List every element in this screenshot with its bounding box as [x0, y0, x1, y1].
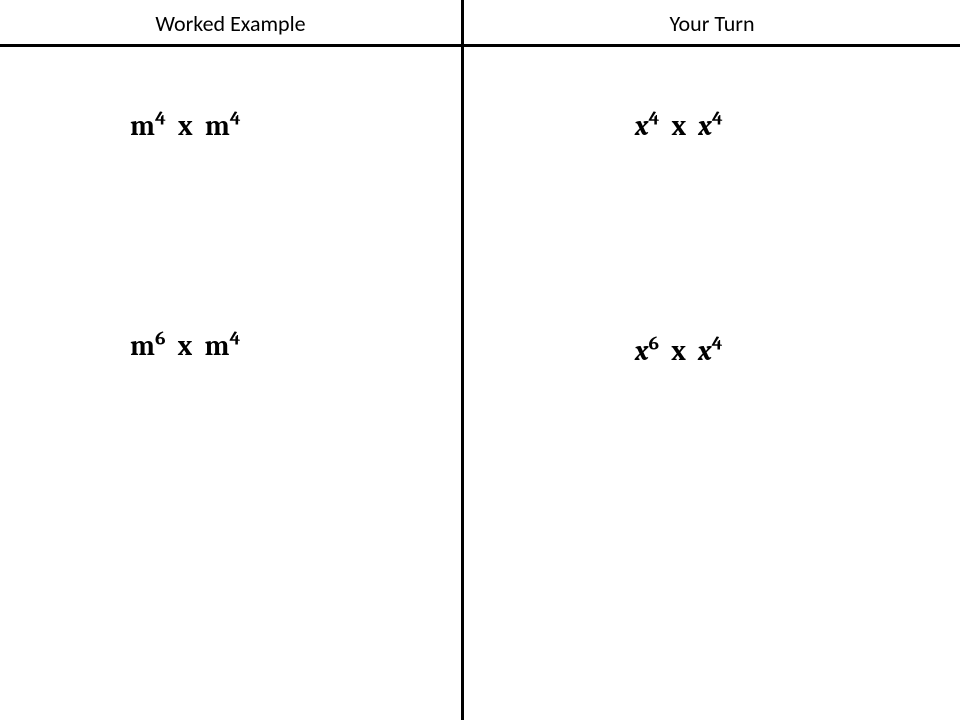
l1-base2: m [205, 110, 230, 142]
expression-right-1: x4 x x4 [635, 110, 960, 142]
r2-base1: x [635, 335, 649, 367]
expression-left-1: m4 x m4 [130, 110, 550, 142]
r2-exp1: 6 [649, 332, 660, 355]
r1-exp2: 4 [712, 107, 723, 130]
header-worked-example: Worked Example [0, 10, 461, 37]
r1-operator: x [666, 110, 693, 142]
l1-exp2: 4 [230, 107, 241, 130]
expression-left-2: m6 x m4 [130, 330, 550, 362]
l1-base1: m [130, 110, 155, 142]
header-your-turn: Your Turn [464, 10, 960, 37]
expression-right-2: x6 x x4 [635, 335, 960, 367]
worksheet-page: Worked Example Your Turn m4 x m4 m6 x m4… [0, 0, 960, 720]
horizontal-divider [0, 44, 960, 47]
l1-exp1: 4 [155, 107, 166, 130]
l2-base1: m [130, 330, 155, 362]
r2-base2: x [698, 335, 712, 367]
r2-operator: x [665, 335, 692, 367]
r1-exp1: 4 [649, 107, 660, 130]
l1-operator: x [172, 110, 199, 142]
r2-exp2: 4 [712, 332, 723, 355]
l2-base2: m [205, 330, 230, 362]
r1-base2: x [698, 110, 712, 142]
l2-operator: x [172, 330, 199, 362]
l2-exp1: 6 [155, 327, 166, 350]
l2-exp2: 4 [230, 327, 241, 350]
r1-base1: x [635, 110, 649, 142]
